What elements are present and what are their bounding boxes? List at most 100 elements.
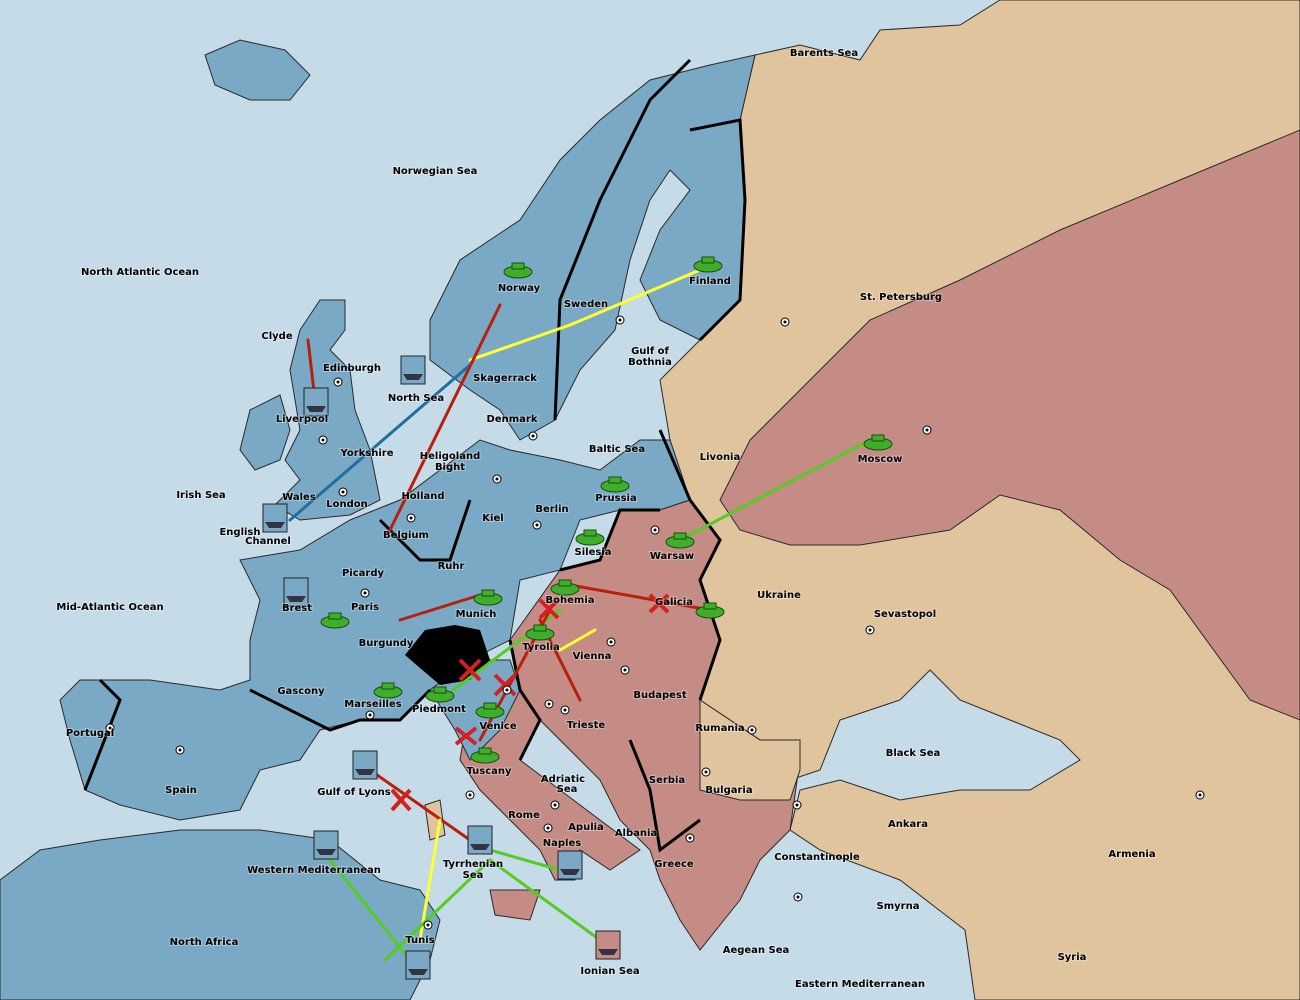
region-label: Rumania: [695, 723, 744, 734]
supply-center-dot: [409, 516, 413, 520]
region-label: Piedmont: [412, 704, 466, 715]
power-border: [508, 639, 542, 761]
army-turret: [328, 612, 342, 620]
supply-center-dot: [704, 770, 708, 774]
region-label: Kiel: [482, 513, 503, 524]
army-turret: [478, 747, 492, 755]
region-label: Belgium: [383, 530, 429, 541]
region-label: Gascony: [277, 686, 325, 697]
army-turret: [673, 532, 687, 540]
power-border: [249, 688, 432, 732]
fleet-hull: [403, 374, 423, 380]
region-label: English: [219, 527, 260, 538]
region-label: Bight: [435, 462, 465, 473]
fleet-hull: [560, 869, 580, 875]
region-label: Burgundy: [359, 638, 414, 649]
army-turret: [483, 702, 497, 710]
region-label: Silesia: [575, 547, 612, 558]
region-label: Black Sea: [886, 748, 941, 759]
moscow-land: [719, 129, 1300, 721]
region-label: Budapest: [633, 690, 687, 701]
iceland: [204, 39, 311, 101]
region-label: North Atlantic Ocean: [81, 267, 199, 278]
labels: Barents Sea Norwegian Sea North Atlantic O…: [55, 47, 1156, 991]
region-label: Bohemia: [546, 595, 595, 606]
region-label: Norwegian Sea: [393, 166, 478, 177]
region-label: Marseilles: [344, 699, 401, 710]
region-label: Bothnia: [628, 357, 672, 368]
region-label: Edinburgh: [323, 363, 381, 374]
army-turret: [703, 602, 717, 610]
region-label: Liverpool: [276, 414, 328, 425]
region-label: Denmark: [487, 414, 538, 425]
dislodged-marks: [390, 593, 670, 812]
region-label: Serbia: [649, 775, 685, 786]
region-label: Western Mediterranean: [247, 865, 381, 876]
region-label: Gulf of: [631, 346, 669, 357]
sicily: [489, 889, 541, 921]
fleet-hull: [316, 849, 336, 855]
region-label: Picardy: [342, 568, 385, 579]
army-turret: [871, 434, 885, 442]
region-label: Barents Sea: [790, 48, 858, 59]
region-label: Mid-Atlantic Ocean: [56, 602, 163, 613]
support-order: [468, 323, 572, 362]
region-label: Portugal: [66, 728, 114, 739]
supply-center-dot: [925, 428, 929, 432]
units: [262, 256, 893, 980]
region-label: Channel: [245, 536, 291, 547]
region-label: Norway: [498, 283, 541, 294]
region-label: Clyde: [261, 331, 292, 342]
power-border: [689, 118, 747, 342]
fleet-hull: [408, 969, 428, 975]
region-label: Galicia: [655, 597, 693, 608]
supply-center-dot: [341, 490, 345, 494]
region-label: Ankara: [888, 819, 928, 830]
region-label: Ionian Sea: [580, 966, 639, 977]
region-label: Wales: [282, 492, 316, 503]
region-label: Armenia: [1108, 849, 1155, 860]
support-order: [418, 818, 442, 942]
power-border: [628, 739, 701, 853]
army-turret: [533, 624, 547, 632]
power-border: [83, 678, 122, 791]
fleet-hull: [470, 844, 490, 850]
region-label: Albania: [615, 828, 657, 839]
region-label: Warsaw: [650, 551, 694, 562]
supply-center-dot: [321, 438, 325, 442]
region-label: Naples: [543, 838, 581, 849]
region-label: Sea: [463, 870, 484, 881]
power-border: [559, 508, 660, 572]
region-label: Tuscany: [466, 766, 512, 777]
support-order: [568, 268, 702, 327]
fleet-hull: [355, 769, 375, 775]
supply-center-dot: [653, 528, 657, 532]
supply-center-dot: [336, 380, 340, 384]
support-order: [328, 858, 412, 962]
region-label: Eastern Mediterranean: [795, 979, 925, 990]
move-order: [368, 768, 472, 842]
corsica: [424, 799, 446, 841]
region-label: Venice: [479, 721, 516, 732]
region-label: North Sea: [388, 393, 444, 404]
region-label: Rome: [508, 810, 540, 821]
region-label: Greece: [654, 859, 694, 870]
fleet-hull: [306, 406, 326, 412]
region-label: Moscow: [858, 454, 903, 465]
region-label: Syria: [1058, 952, 1087, 963]
army-turret: [701, 256, 715, 264]
balkans: [699, 699, 801, 801]
region-label: Ruhr: [438, 561, 465, 572]
region-label: Constantinople: [774, 852, 860, 863]
region-label: Apulia: [568, 822, 604, 833]
region-label: Tunis: [405, 935, 434, 946]
region-label: Livonia: [700, 452, 740, 463]
supply-center-dot: [795, 803, 799, 807]
region-label: Holland: [401, 491, 444, 502]
north-africa: [0, 829, 441, 1000]
supply-centers: [105, 315, 1205, 930]
supply-center-dot: [868, 628, 872, 632]
region-label: Heligoland: [420, 451, 481, 462]
region-label: Yorkshire: [340, 448, 394, 459]
